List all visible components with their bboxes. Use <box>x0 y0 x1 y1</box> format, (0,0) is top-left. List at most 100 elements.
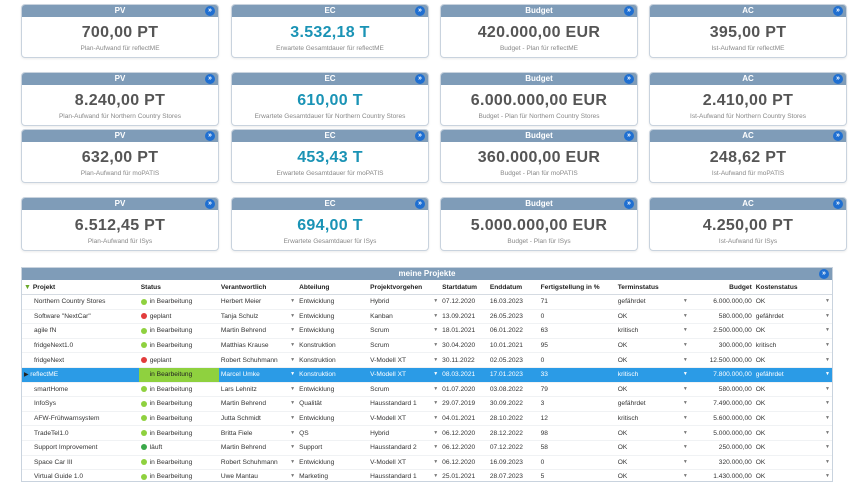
table-cell[interactable]: ▶ reflectME <box>22 367 139 382</box>
expand-icon[interactable]: » <box>819 269 829 279</box>
table-cell[interactable]: ▼OK <box>754 426 832 441</box>
table-cell[interactable]: ▼V-Modell XT <box>368 411 440 426</box>
table-cell[interactable]: in Bearbeitung <box>139 397 219 412</box>
chevron-down-icon[interactable]: ▼ <box>683 459 688 465</box>
table-cell[interactable]: 5.600.000,00 <box>690 411 754 426</box>
chevron-down-icon[interactable]: ▼ <box>433 415 438 421</box>
table-cell[interactable]: 2.500.000,00 <box>690 324 754 339</box>
table-cell[interactable]: ▼kritisch <box>616 324 690 339</box>
chevron-down-icon[interactable]: ▼ <box>433 459 438 465</box>
table-cell[interactable]: 06.12.2020 <box>440 455 488 470</box>
table-cell[interactable]: ▼gefährdet <box>616 397 690 412</box>
table-cell[interactable]: ▼Robert Schuhmann <box>219 353 297 368</box>
table-cell[interactable]: 10.01.2021 <box>488 338 539 353</box>
table-cell[interactable]: 18.01.2021 <box>440 324 488 339</box>
expand-icon[interactable]: » <box>624 6 634 16</box>
table-cell[interactable]: ▼gefährdet <box>754 309 832 324</box>
chevron-down-icon[interactable]: ▼ <box>290 371 295 377</box>
table-cell[interactable]: 300.000,00 <box>690 338 754 353</box>
chevron-down-icon[interactable]: ▼ <box>290 444 295 450</box>
chevron-down-icon[interactable]: ▼ <box>433 357 438 363</box>
table-cell[interactable]: in Bearbeitung <box>139 295 219 310</box>
table-cell[interactable]: 28.10.2022 <box>488 411 539 426</box>
table-cell[interactable]: ▼OK <box>616 382 690 397</box>
table-cell[interactable]: 580.000,00 <box>690 309 754 324</box>
table-cell[interactable]: Entwicklung <box>297 455 368 470</box>
table-cell[interactable]: ▼V-Modell XT <box>368 367 440 382</box>
table-cell[interactable]: in Bearbeitung <box>139 426 219 441</box>
chevron-down-icon[interactable]: ▼ <box>290 473 295 479</box>
table-cell[interactable]: ▼OK <box>754 455 832 470</box>
column-header[interactable]: Projektvorgehen <box>368 280 440 295</box>
chevron-down-icon[interactable]: ▼ <box>683 313 688 319</box>
table-cell[interactable]: 7.800.000,00 <box>690 367 754 382</box>
table-cell[interactable]: AFW-Frühwarnsystem <box>22 411 139 426</box>
table-cell[interactable]: 06.12.2020 <box>440 440 488 455</box>
table-cell[interactable]: Software "NextCar" <box>22 309 139 324</box>
table-cell[interactable]: 29.07.2019 <box>440 397 488 412</box>
table-cell[interactable]: 30.09.2022 <box>488 397 539 412</box>
table-cell[interactable]: Support Improvement <box>22 440 139 455</box>
chevron-down-icon[interactable]: ▼ <box>825 459 830 465</box>
table-cell[interactable]: 03.08.2022 <box>488 382 539 397</box>
table-cell[interactable]: 1.430.000,00 <box>690 470 754 482</box>
table-cell[interactable]: 06.12.2020 <box>440 426 488 441</box>
table-cell[interactable]: 6.000.000,00 <box>690 295 754 310</box>
chevron-down-icon[interactable]: ▼ <box>825 313 830 319</box>
table-cell[interactable]: in Bearbeitung <box>139 338 219 353</box>
table-cell[interactable]: ▼Martin Behrend <box>219 324 297 339</box>
table-cell[interactable]: 79 <box>539 382 616 397</box>
table-cell[interactable]: ▼OK <box>616 338 690 353</box>
table-cell[interactable]: 07.12.2022 <box>488 440 539 455</box>
table-cell[interactable]: Northern Country Stores <box>22 295 139 310</box>
table-cell[interactable]: ▼OK <box>616 470 690 482</box>
expand-icon[interactable]: » <box>415 199 425 209</box>
chevron-down-icon[interactable]: ▼ <box>683 386 688 392</box>
table-cell[interactable]: ▼Robert Schuhmann <box>219 455 297 470</box>
chevron-down-icon[interactable]: ▼ <box>290 327 295 333</box>
chevron-down-icon[interactable]: ▼ <box>290 313 295 319</box>
table-cell[interactable]: ▼Scrum <box>368 382 440 397</box>
table-cell[interactable]: 17.01.2023 <box>488 367 539 382</box>
table-cell[interactable]: 16.03.2023 <box>488 295 539 310</box>
table-cell[interactable]: läuft <box>139 440 219 455</box>
expand-icon[interactable]: » <box>624 74 634 84</box>
table-cell[interactable]: ▼OK <box>754 295 832 310</box>
chevron-down-icon[interactable]: ▼ <box>683 473 688 479</box>
table-cell[interactable]: geplant <box>139 353 219 368</box>
table-cell[interactable]: TradeTel1.0 <box>22 426 139 441</box>
chevron-down-icon[interactable]: ▼ <box>825 327 830 333</box>
chevron-down-icon[interactable]: ▼ <box>433 400 438 406</box>
table-cell[interactable]: ▼OK <box>754 440 832 455</box>
chevron-down-icon[interactable]: ▼ <box>433 342 438 348</box>
chevron-down-icon[interactable]: ▼ <box>825 386 830 392</box>
chevron-down-icon[interactable]: ▼ <box>433 371 438 377</box>
table-cell[interactable]: ▼OK <box>754 397 832 412</box>
expand-icon[interactable]: » <box>415 74 425 84</box>
table-cell[interactable]: ▼V-Modell XT <box>368 353 440 368</box>
table-cell[interactable]: ▼Jutta Schmidt <box>219 411 297 426</box>
table-cell[interactable]: in Bearbeitung <box>139 324 219 339</box>
table-cell[interactable]: Entwicklung <box>297 295 368 310</box>
table-cell[interactable]: fridgeNext <box>22 353 139 368</box>
chevron-down-icon[interactable]: ▼ <box>683 444 688 450</box>
table-cell[interactable]: ▼OK <box>616 455 690 470</box>
expand-icon[interactable]: » <box>833 199 843 209</box>
expand-icon[interactable]: » <box>833 6 843 16</box>
table-cell[interactable]: Space Car III <box>22 455 139 470</box>
chevron-down-icon[interactable]: ▼ <box>433 430 438 436</box>
table-cell[interactable]: ▼OK <box>616 353 690 368</box>
table-cell[interactable]: ▼Tanja Schulz <box>219 309 297 324</box>
chevron-down-icon[interactable]: ▼ <box>290 415 295 421</box>
table-cell[interactable]: 71 <box>539 295 616 310</box>
chevron-down-icon[interactable]: ▼ <box>433 386 438 392</box>
table-cell[interactable]: Entwicklung <box>297 411 368 426</box>
expand-icon[interactable]: » <box>205 199 215 209</box>
table-cell[interactable]: ▼Herbert Meier <box>219 295 297 310</box>
